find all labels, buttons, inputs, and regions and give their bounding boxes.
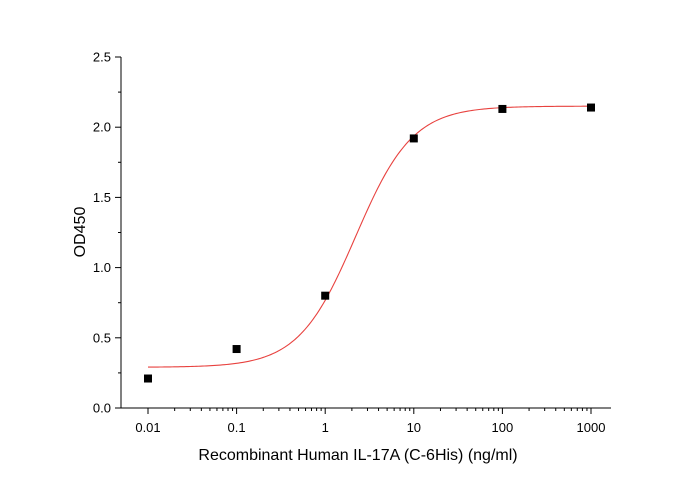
y-tick-label: 0.0 xyxy=(93,401,111,416)
x-tick-label: 1 xyxy=(322,420,329,435)
data-point xyxy=(498,104,507,113)
y-axis-title: OD450 xyxy=(72,207,89,258)
axes xyxy=(120,57,611,409)
y-tick-label: 1.5 xyxy=(93,190,111,205)
y-tick-label: 2.5 xyxy=(93,50,111,65)
fit-curve-group xyxy=(147,105,591,368)
x-tick-label: 0.1 xyxy=(228,420,246,435)
y-tick-label: 2.0 xyxy=(93,120,111,135)
x-ticks: 0.01 0.1 1 10 100 1000 xyxy=(135,408,605,435)
x-tick-label: 100 xyxy=(492,420,514,435)
fit-curve xyxy=(147,105,591,368)
y-ticks: 0.0 0.5 1.0 1.5 2.0 2.5 xyxy=(93,50,121,416)
x-tick-label: 1000 xyxy=(577,420,606,435)
y-tick-label: 0.5 xyxy=(93,330,111,345)
y-tick-label: 1.0 xyxy=(93,260,111,275)
x-tick-label: 0.01 xyxy=(135,420,160,435)
data-point xyxy=(144,374,152,383)
data-point xyxy=(232,345,241,354)
data-point xyxy=(587,103,595,112)
data-point xyxy=(409,134,418,143)
data-points xyxy=(144,103,595,383)
data-point xyxy=(321,291,330,300)
x-axis-title: Recombinant Human IL-17A (C-6His) (ng/ml… xyxy=(198,447,517,464)
x-tick-label: 10 xyxy=(407,420,421,435)
